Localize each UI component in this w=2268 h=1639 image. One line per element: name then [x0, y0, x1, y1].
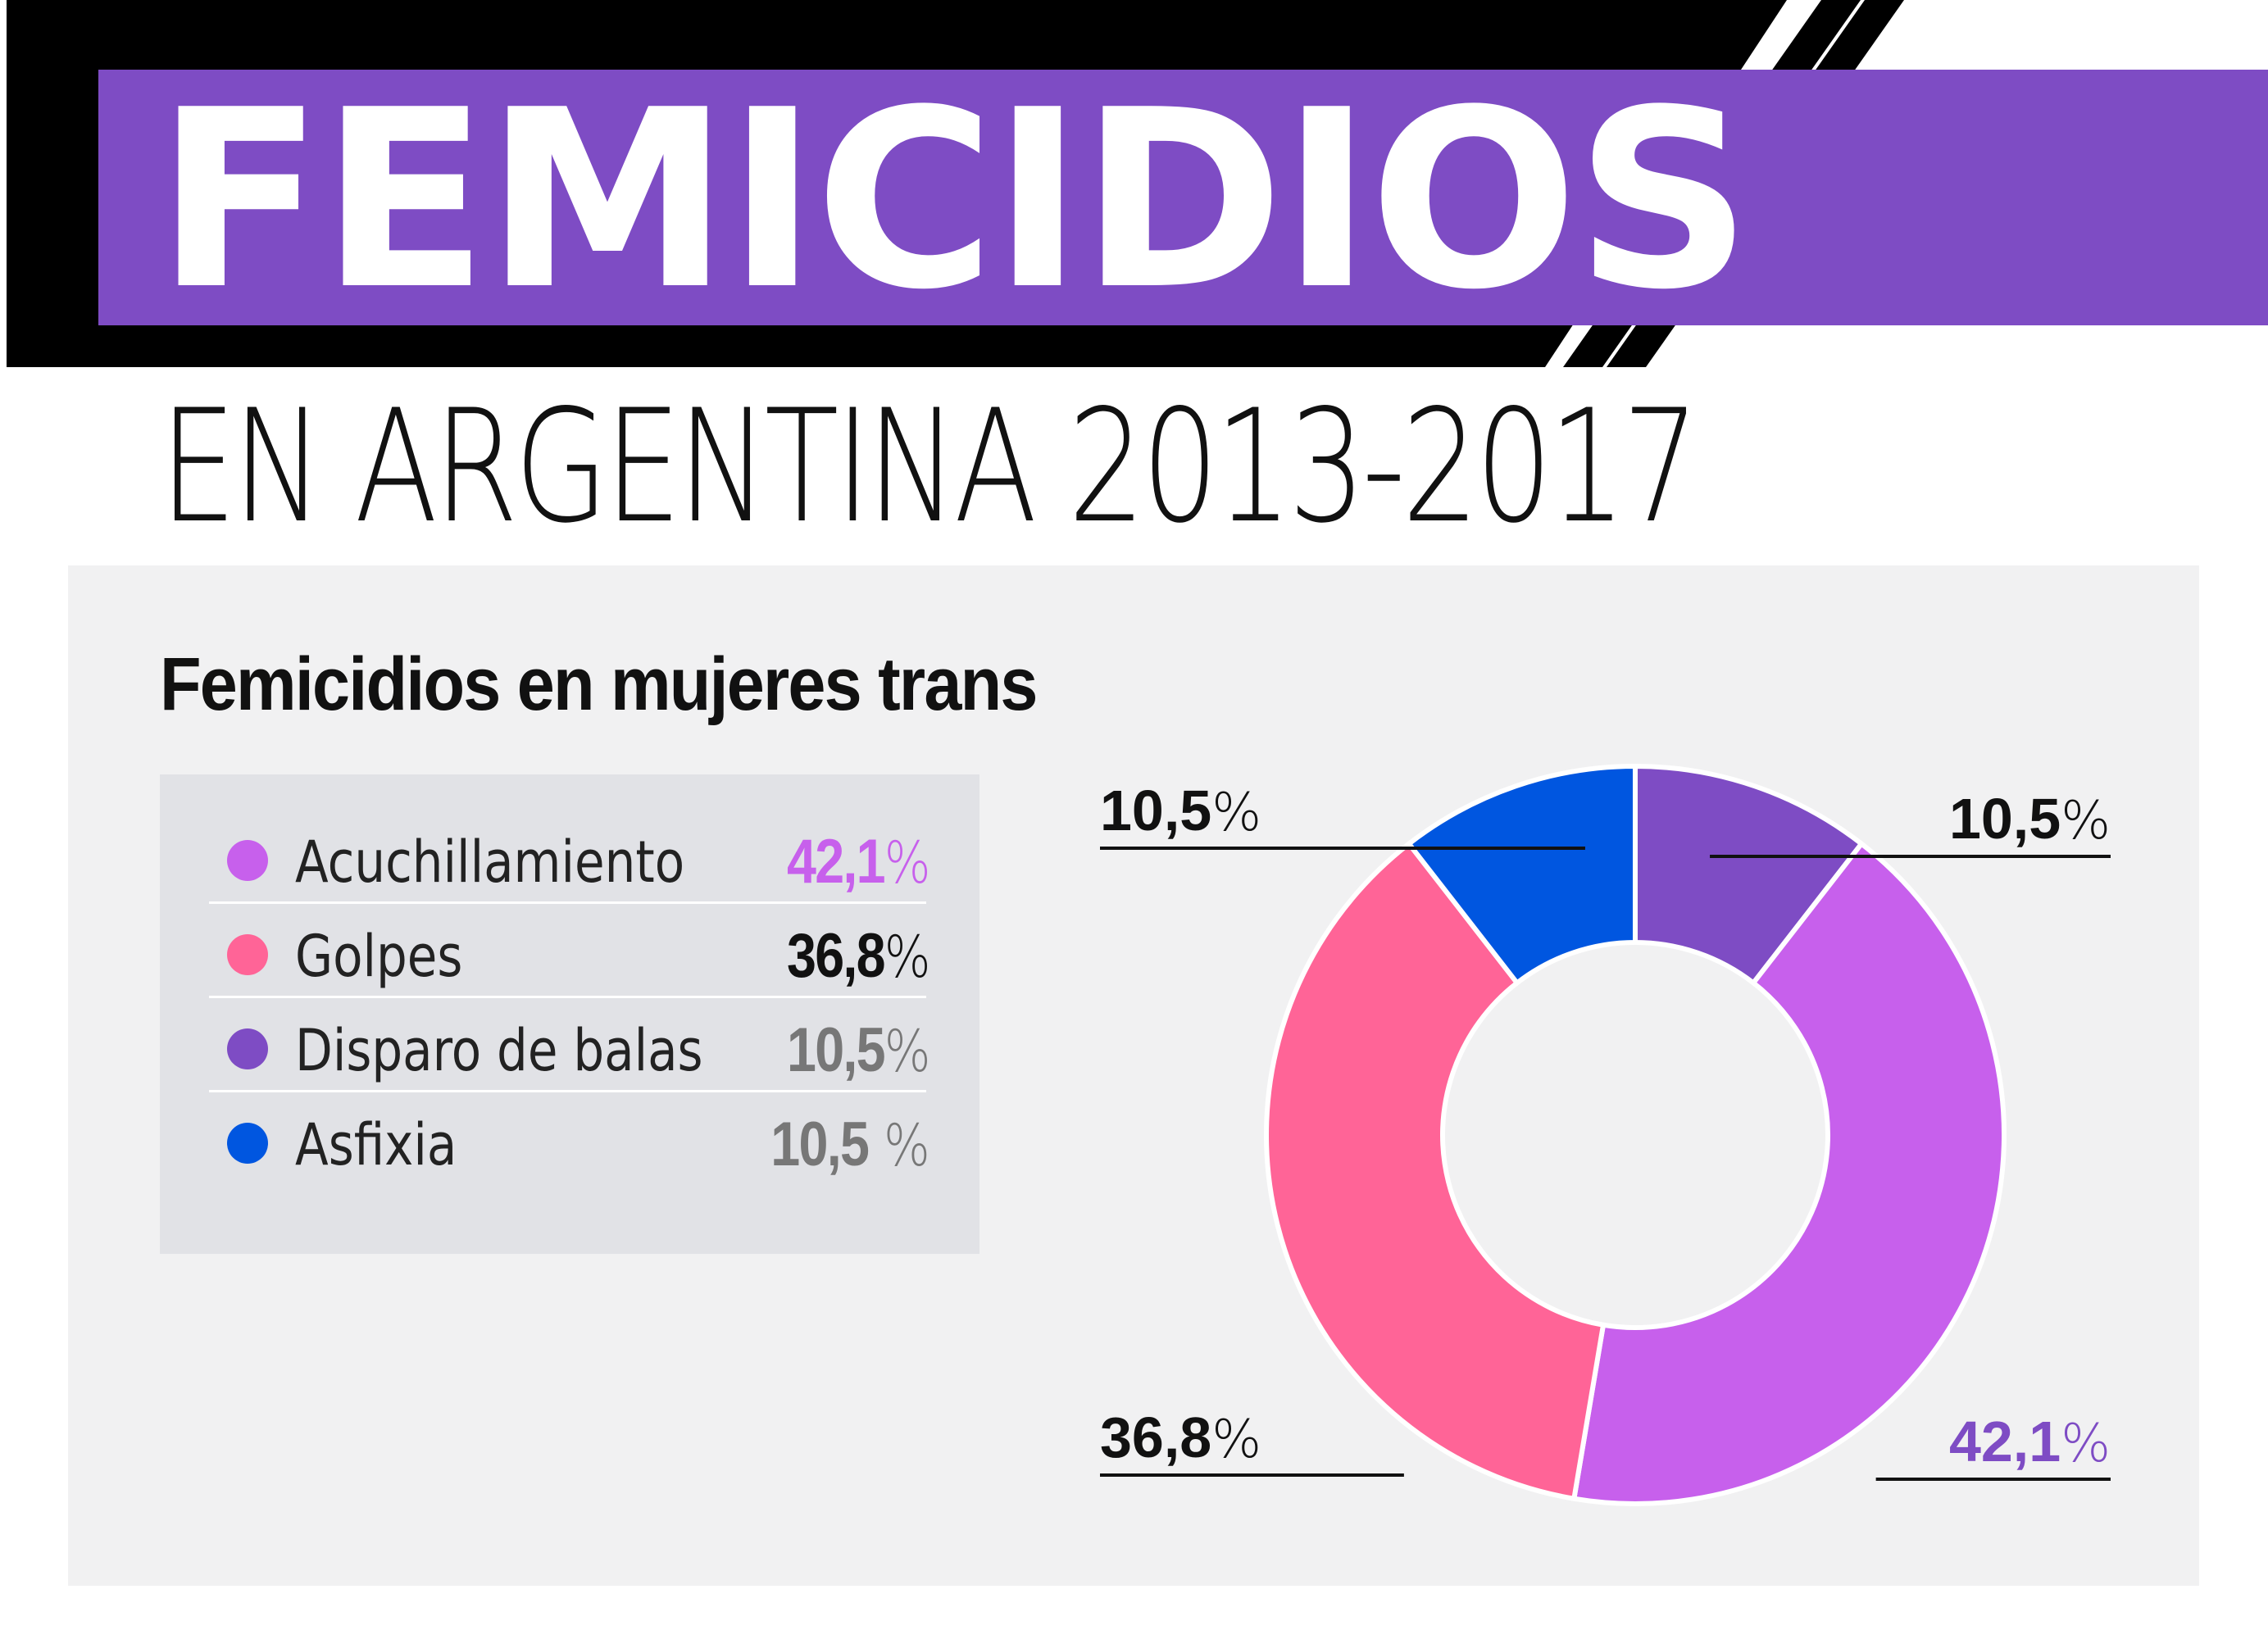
legend: Acuchillamiento 42,1% Golpes 36,8% Dispa… [160, 774, 979, 1254]
slice-asfixia [1405, 763, 1638, 987]
legend-item: Golpes 36,8% [209, 901, 930, 996]
data-label: 42,1% [1949, 1410, 2111, 1474]
legend-value: 42,1% [786, 827, 930, 897]
banner-purple-bar [98, 70, 2268, 325]
page-title: FEMICIDIOS [156, 57, 1752, 343]
legend-label: Acuchillamiento [295, 829, 685, 896]
legend-value: 36,8% [786, 921, 930, 991]
slice-acuchillamiento [1570, 840, 2007, 1506]
legend-value: 10,5 % [770, 1110, 930, 1179]
legend-item: Asfixia 10,5 % [209, 1090, 930, 1184]
legend-swatch [227, 1123, 268, 1164]
page-subtitle: EN ARGENTINA 2013-2017 [160, 376, 1699, 557]
data-label: 10,5% [1100, 779, 1261, 843]
legend-label: Disparo de balas [295, 1017, 703, 1084]
legend-swatch [227, 1028, 268, 1069]
slice-golpes [1264, 840, 1607, 1502]
legend-divider [209, 901, 926, 904]
legend-label: Golpes [295, 923, 463, 990]
legend-swatch [227, 934, 268, 975]
legend-item: Disparo de balas 10,5% [209, 996, 930, 1090]
data-label: 36,8% [1100, 1405, 1261, 1470]
data-label: 10,5% [1949, 787, 2111, 851]
title-banner [7, 0, 2268, 367]
legend-swatch [227, 840, 268, 881]
chart-title: Femicidios en mujeres trans [160, 642, 1038, 726]
legend-item: Acuchillamiento 42,1% [209, 807, 930, 901]
legend-label: Asfixia [295, 1111, 457, 1178]
legend-value: 10,5% [786, 1015, 930, 1085]
legend-divider [209, 996, 926, 998]
legend-divider [209, 1090, 926, 1092]
